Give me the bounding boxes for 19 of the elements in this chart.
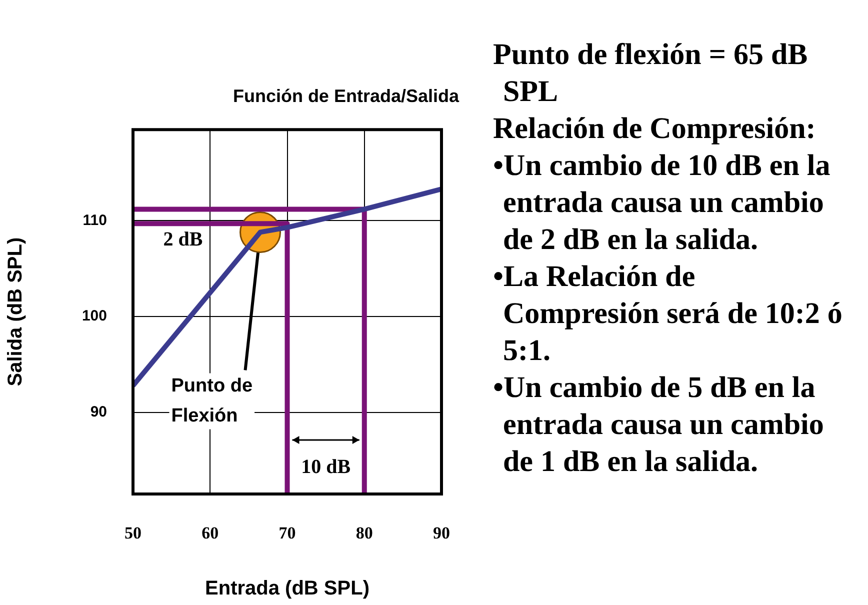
text: Punto de flexión = 65 dB SPL — [493, 37, 809, 110]
x-axis-title: Entrada (dB SPL) — [205, 578, 370, 600]
x-tick-label: 70 — [278, 524, 296, 543]
y-tick-label: 110 — [82, 212, 107, 229]
x-tick-label: 90 — [433, 524, 450, 543]
text: Relación de Compresión: — [493, 111, 817, 147]
chart-title: Función de Entrada/Salida — [232, 86, 460, 106]
x-tick-label: 60 — [202, 524, 219, 543]
y-tick-label: 100 — [82, 308, 107, 325]
text: •La Relación de Compresión será de 10:2 ó 5:1. — [493, 259, 844, 369]
text: •Un cambio de 5 dB en la entrada causa un cambio de 1 dB en la salida. — [493, 370, 825, 480]
y-tick-label: 90 — [90, 404, 107, 421]
x-tick-label: 50 — [124, 524, 142, 543]
annotation: Punto de Flexión — [171, 375, 253, 426]
x-tick-label: 80 — [356, 524, 373, 543]
annotation: 10 dB — [301, 456, 351, 478]
text: •Un cambio de 10 dB en la entrada causa un cambio de 2 dB en la salida. — [493, 148, 832, 258]
annotation: 2 dB — [163, 228, 203, 251]
y-axis-title: Salida (dB SPL) — [4, 237, 27, 386]
